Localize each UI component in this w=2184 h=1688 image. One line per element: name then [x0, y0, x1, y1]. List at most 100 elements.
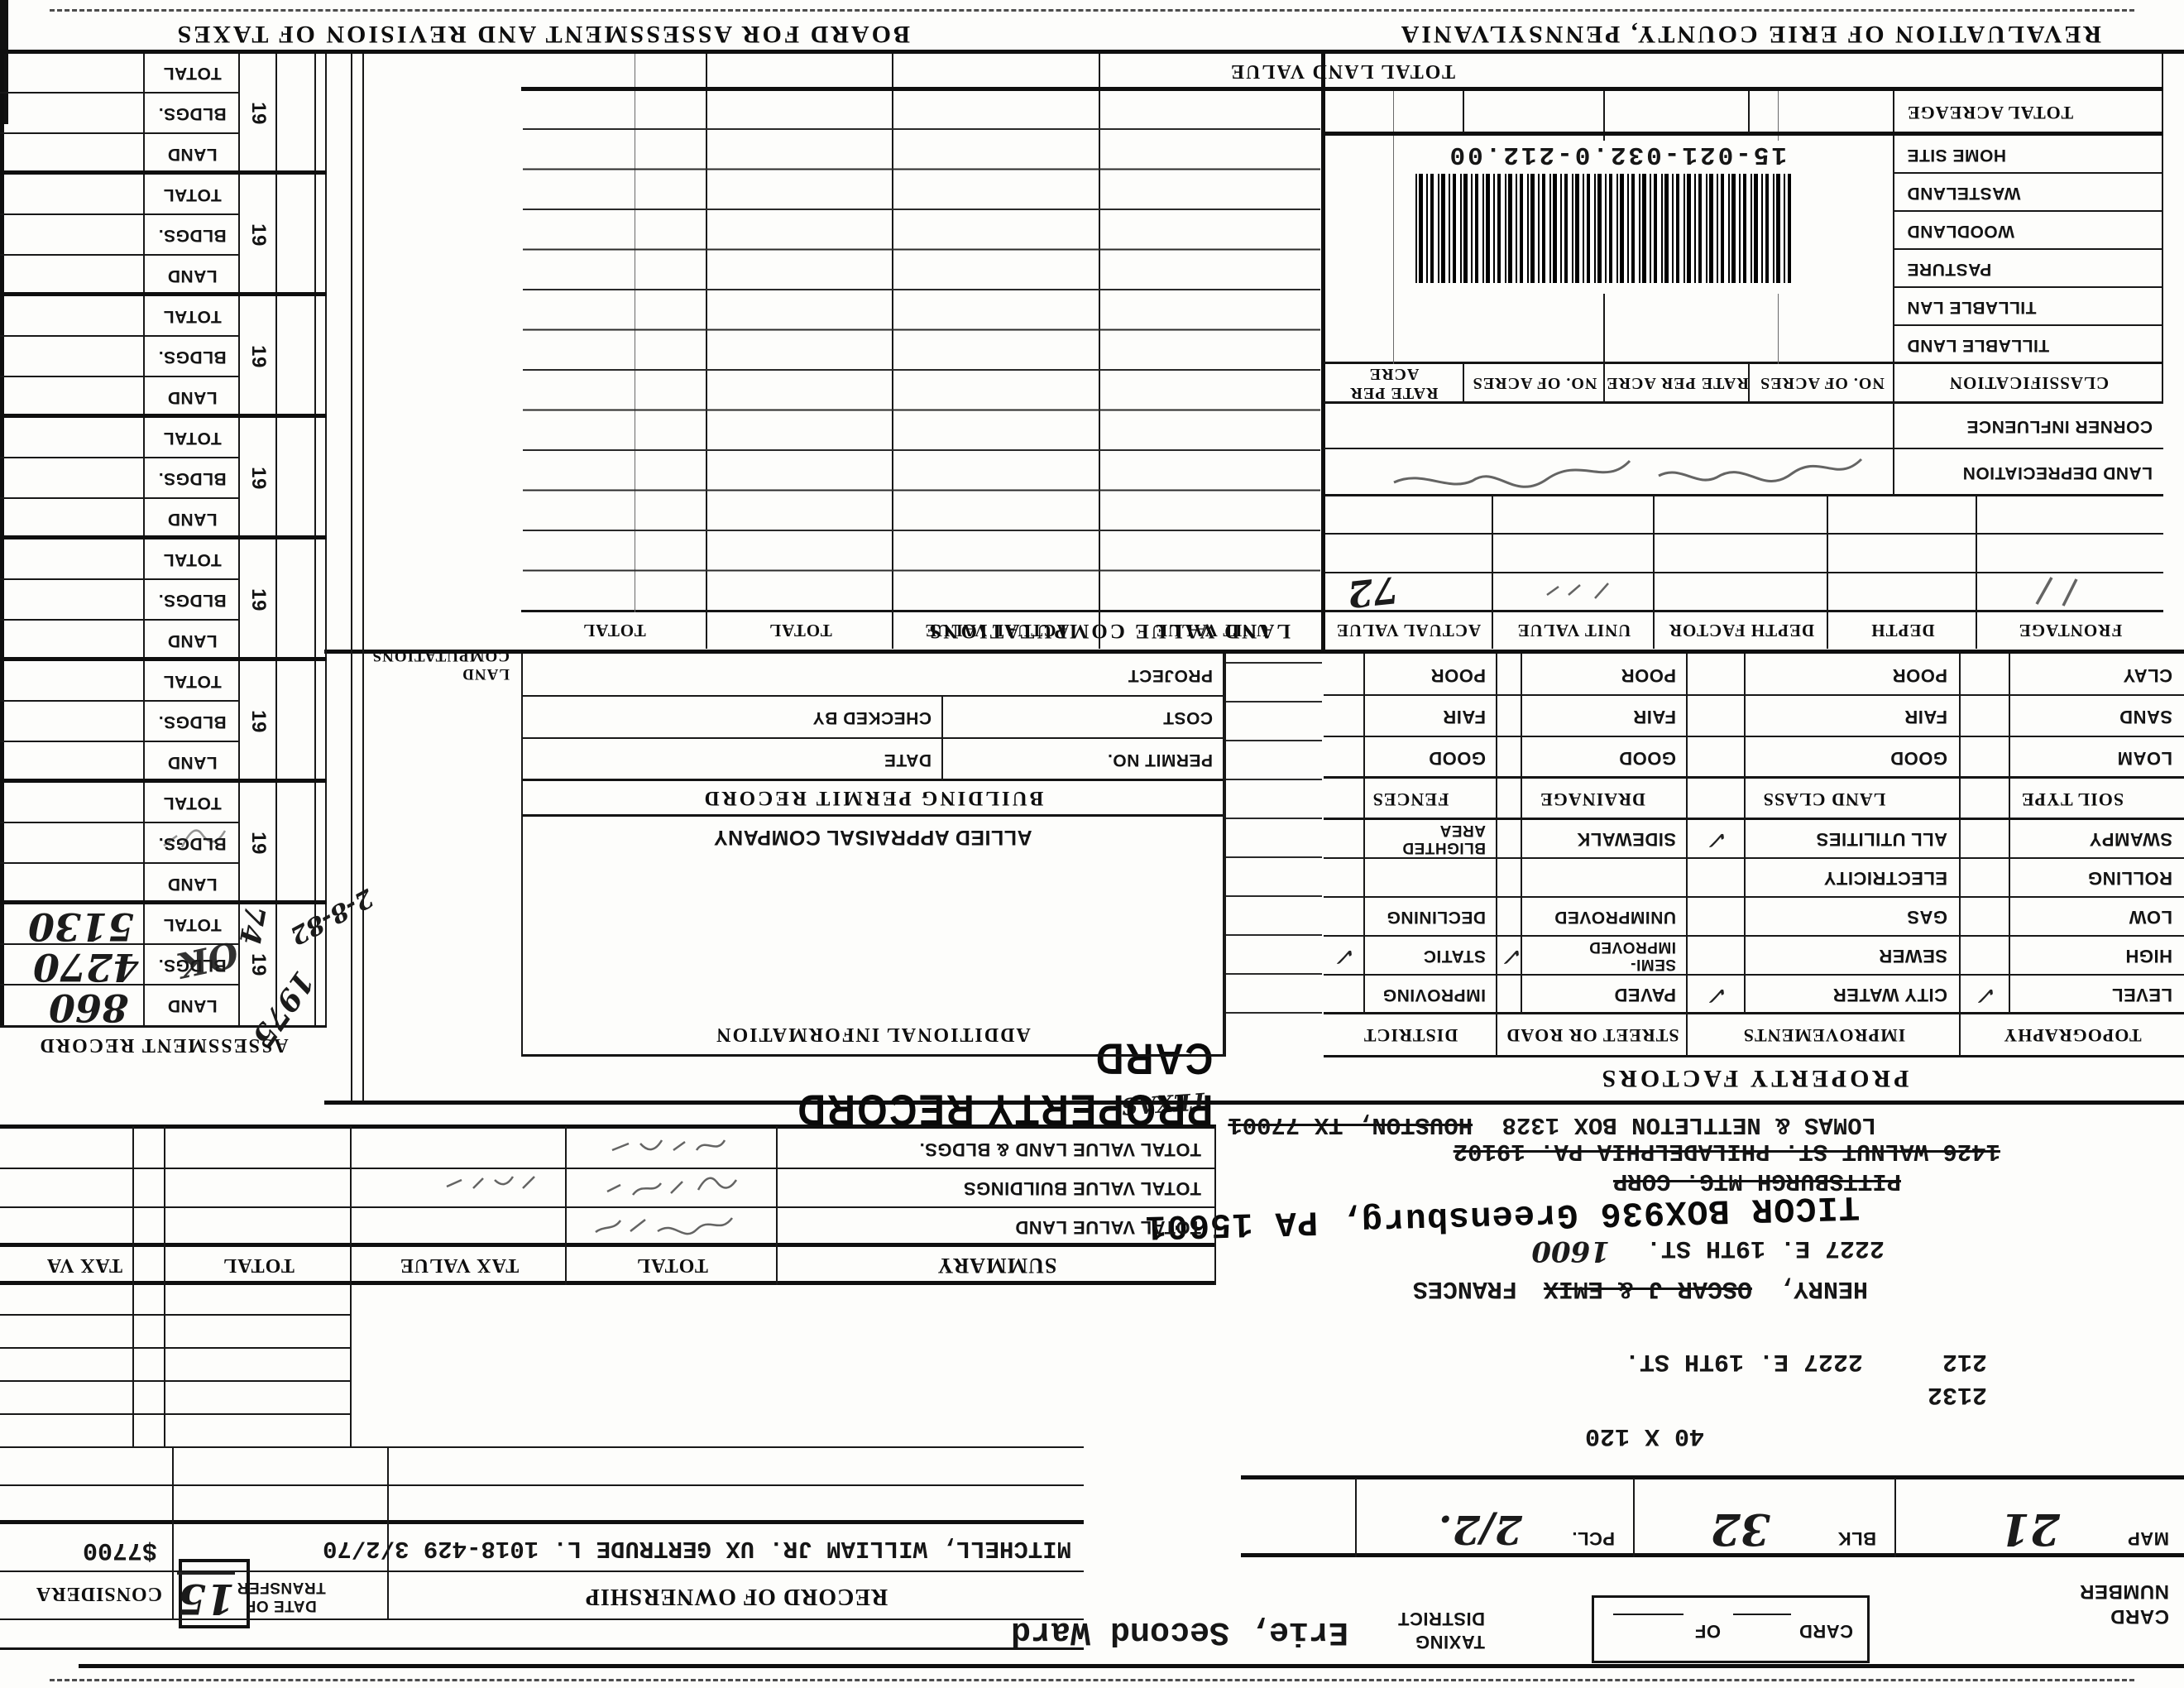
summary-taxvalue-header: TAX VALUE [352, 1248, 567, 1283]
summary-total2-header: TOTAL [165, 1248, 352, 1283]
summary-row-land-text: TOTAL VALUE LAND [1014, 1217, 1201, 1239]
owner-prefix: HENRY, [1778, 1274, 1868, 1302]
divider [164, 1126, 165, 1448]
total-land-value-label: TOTAL LAND VALUE [521, 53, 2163, 89]
divider [2162, 54, 2163, 404]
drainage-fair-text: FAIR [1632, 707, 1676, 727]
board-title: BOARD FOR ASSESSMENT AND REVISION OF TAX… [175, 20, 910, 48]
rate-per-acre-header: RATE PER ACRE [1605, 364, 1750, 402]
soil-clay-text: CLAY [2123, 665, 2172, 686]
factor-sewer: SEWER [1749, 937, 1947, 976]
card-number-label: CARD NUMBER [2053, 1579, 2169, 1628]
soil-loam: LOAM [2015, 737, 2172, 779]
assessment-bldgs-label: BLDGS. [145, 823, 240, 864]
factor-rolling-text: ROLLING [2087, 868, 2173, 890]
parcel-short-text: 2132 [1927, 1380, 1987, 1408]
divider [1463, 364, 1464, 404]
corner-influence-text: CORNER INFLUENCE [1966, 417, 2153, 437]
divider [1748, 364, 1750, 404]
assessment-bldgs-text: BLDGS. [158, 104, 227, 124]
assessment-land-label: LAND [145, 377, 240, 418]
fences-poor-text: POOR [1430, 665, 1486, 686]
permit-no-text: PERMIT NO. [1107, 750, 1213, 770]
total-header-text: TOTAL [769, 621, 832, 641]
class-home-site: HOME SITE [1907, 136, 2151, 174]
factor-all-utilities-check: ✓ [1688, 820, 1746, 859]
divider [324, 1101, 2184, 1105]
factor-improving: IMPROVING [1370, 976, 1486, 1014]
divider [1324, 533, 2163, 535]
summary-total-header: TOTAL [567, 1248, 778, 1283]
summary-total2-text: TOTAL [223, 1254, 295, 1277]
summary-row-landbldgs-text: TOTAL VALUE LAND & BLDGS. [919, 1139, 1201, 1161]
class-tillable-1: TILLABLE LAND [1907, 326, 2151, 364]
assessment-land-value-text: 860 [48, 985, 128, 1030]
owner-struck: OSCAR J & EMIX [1543, 1274, 1752, 1302]
no-of-acres2-text: NO. OF ACRES [1472, 374, 1597, 393]
assessment-year: 19 [240, 418, 277, 539]
district-header: DISTRICT [1324, 1014, 1497, 1056]
appraisal-company-text: ALLIED APPRAISAL COMPANY [713, 826, 1032, 850]
assessment-total-label: TOTAL [145, 296, 240, 337]
date-note-handwritten: 2-8-82 [285, 883, 378, 951]
handwriting-squiggle [1393, 458, 1863, 488]
assessment-land-text: LAND [167, 510, 218, 530]
blk-label-text: BLK [1837, 1528, 1876, 1549]
fences-fair: FAIR [1370, 696, 1486, 737]
assessment-total-text: TOTAL [163, 429, 222, 448]
factor-city-water-text: CITY WATER [1832, 985, 1947, 1006]
divider [0, 1520, 1084, 1524]
checkmark-icon: ✓ [1703, 825, 1731, 854]
class-pasture: PASTURE [1907, 250, 2151, 288]
assessment-total-label: TOTAL [145, 539, 240, 580]
class-tillable-1-text: TILLABLE LAND [1907, 336, 2050, 355]
assessment-year-text: 19 [247, 467, 271, 491]
factor-sewer-text: SEWER [1878, 946, 1947, 967]
factor-sidewalk: SIDEWALK [1527, 820, 1676, 859]
summary-total-text: TOTAL [636, 1254, 708, 1277]
improvements-header-text: IMPROVEMENTS [1742, 1025, 1906, 1046]
unit-value2-header: UNIT VALUE [1100, 612, 1324, 649]
property-street: 2227 E. 19TH ST. [1625, 1347, 1863, 1375]
assessment-year-text: 19 [247, 102, 271, 126]
revaluation-title-text: REVALUATION OF ERIE COUNTY, PENNSYLVANIA [1398, 21, 2101, 48]
divider [314, 54, 316, 1026]
total-acreage-text: TOTAL ACREAGE [1907, 103, 2074, 123]
assessment-land-label: LAND [145, 864, 240, 904]
map-value-text: 21 [2000, 1503, 2060, 1554]
actual-value2-header: ACTUAL VALUE [893, 612, 1100, 649]
mortgage-address-line: LOMAS & NETTLETON BOX 1328 HOUSTON, TX 7… [1228, 1111, 1876, 1139]
assessment-total-text: TOTAL [163, 672, 222, 692]
assessment-year-text: 19 [247, 832, 271, 856]
factor-paved: PAVED [1527, 976, 1676, 1014]
factor-low-text: LOW [2129, 907, 2172, 928]
frontage-header: FRONTAGE [1977, 612, 2163, 649]
pcl-label-text: PCL. [1571, 1528, 1615, 1549]
class-woodland: WOODLAND [1907, 212, 2151, 250]
divider [0, 54, 4, 1026]
fences-good: GOOD [1370, 737, 1486, 779]
block-short: 212 [1942, 1347, 1987, 1375]
assessment-land-text: LAND [167, 875, 218, 894]
date-of-transfer-text: DATE OF TRANSFER [237, 1579, 326, 1614]
assessment-year: 19 [240, 296, 277, 418]
topography-header: TOPOGRAPHY [1961, 1014, 2184, 1056]
card-of-blank1 [1733, 1614, 1791, 1615]
divider [521, 814, 1224, 817]
assessment-land-label: LAND [145, 499, 240, 539]
card-number-text: CARD NUMBER [2079, 1580, 2169, 1628]
handwriting-squiggle [163, 829, 227, 848]
board-title-text: BOARD FOR ASSESSMENT AND REVISION OF TAX… [175, 21, 910, 48]
fences-header: FENCES [1324, 779, 1497, 820]
handwriting-squiggle [606, 1177, 738, 1196]
checked-by-text: CHECKED BY [812, 708, 932, 728]
divider [1893, 404, 1894, 496]
factor-swampy: SWAMPY [2015, 820, 2172, 859]
assessment-land-value-hw: 860 [49, 985, 128, 1030]
landclass-poor-text: POOR [1892, 665, 1947, 686]
assessment-bldgs-text: BLDGS. [158, 712, 227, 732]
fences-header-text: FENCES [1372, 789, 1449, 810]
actual-value2-header-text: ACTUAL VALUE [924, 621, 1070, 641]
assessment-year-hw: 74 [232, 903, 272, 947]
struck-address-1: PITTSBURGH MTG. CORP [1613, 1168, 1901, 1195]
